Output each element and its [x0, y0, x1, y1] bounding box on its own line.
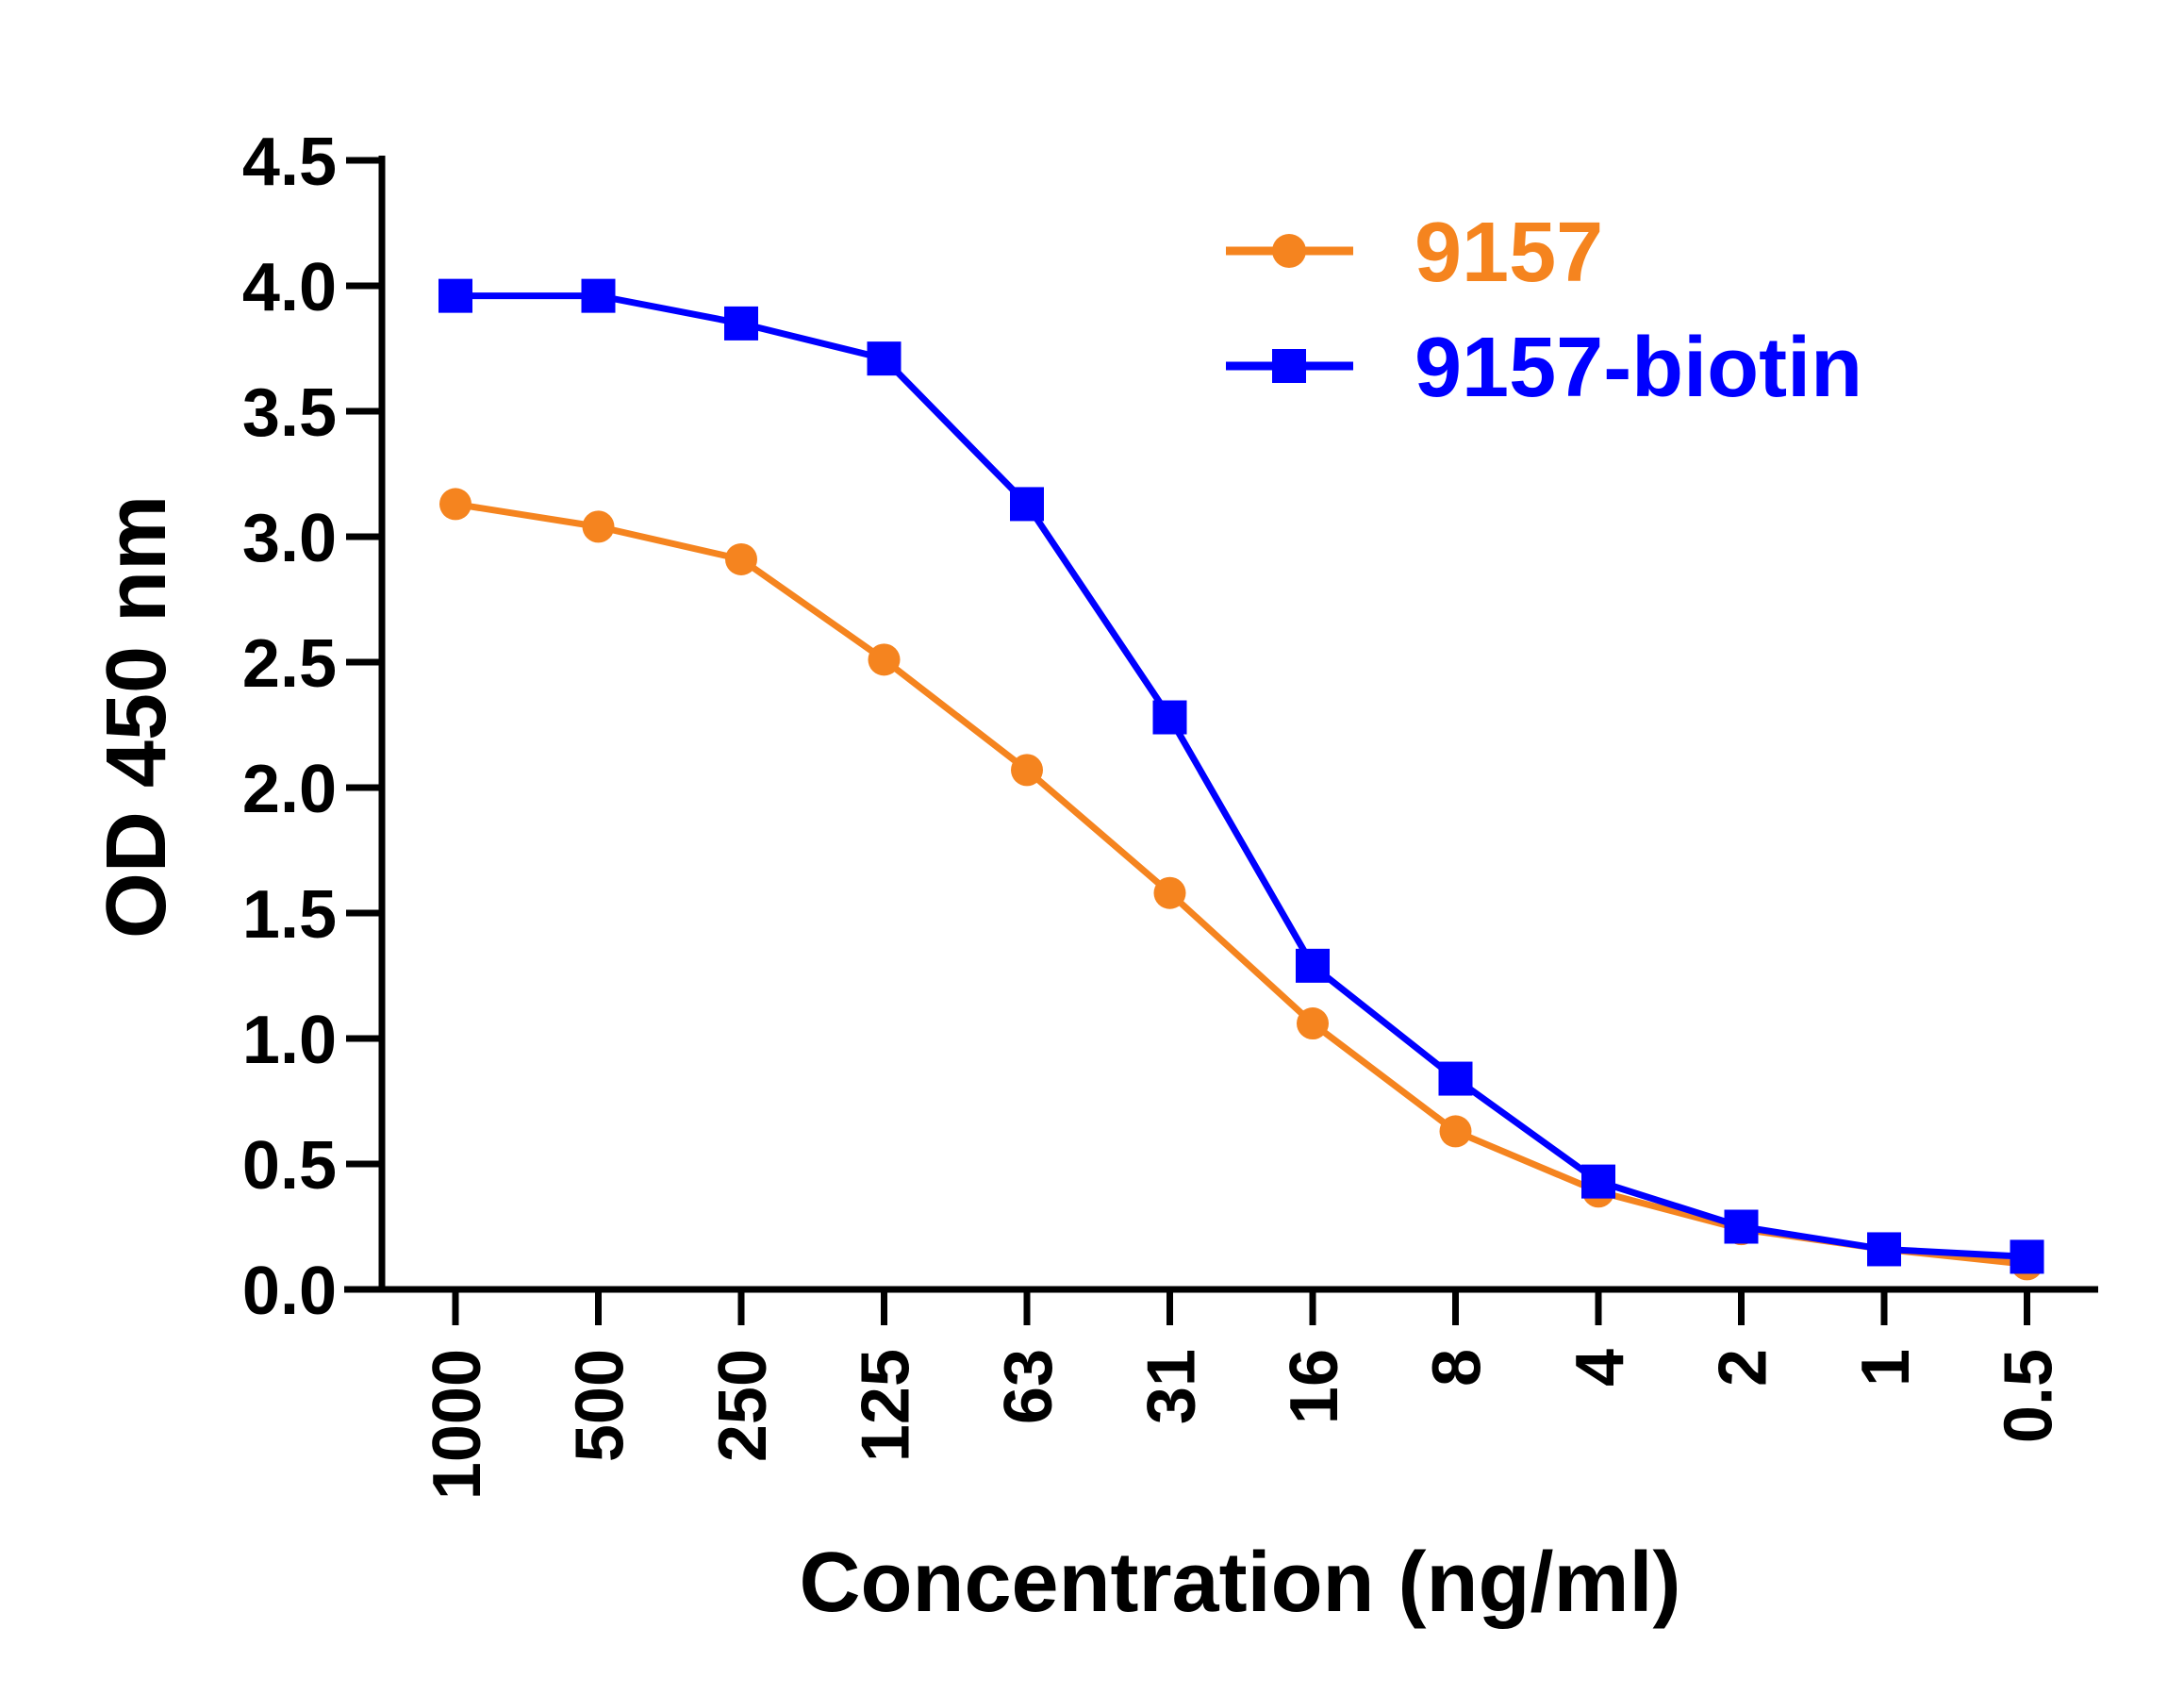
- series-line: [455, 500, 2027, 1268]
- data-point: [1010, 487, 1044, 522]
- y-tick-label: 2.0: [242, 752, 337, 827]
- legend-item-9157-biotin: 9157-biotin: [1226, 321, 1862, 415]
- y-tick-label: 0.5: [242, 1128, 337, 1204]
- x-tick-label: 1000: [420, 1349, 495, 1500]
- data-point: [1439, 1115, 1472, 1148]
- y-axis-title: OD 450 nm: [90, 495, 184, 939]
- x-tick-label: 500: [563, 1349, 638, 1462]
- x-tick-label: 1: [1848, 1349, 1924, 1387]
- x-tick-label: 125: [849, 1349, 924, 1462]
- y-tick-label: 3.0: [242, 501, 337, 576]
- y-tick-label: 4.5: [242, 125, 337, 200]
- series-line: [455, 292, 2027, 1260]
- data-point: [582, 510, 615, 543]
- x-tick-label: 31: [1134, 1349, 1210, 1424]
- data-point: [1011, 754, 1043, 787]
- x-tick-label: 0.5: [1992, 1349, 2067, 1443]
- y-tick-label: 4.0: [242, 250, 337, 325]
- data-point: [1153, 876, 1186, 909]
- data-point: [1724, 1209, 1759, 1244]
- y-tick-label: 2.5: [242, 626, 337, 702]
- x-tick-label: 16: [1277, 1349, 1352, 1424]
- data-point: [438, 278, 472, 313]
- data-point: [725, 542, 757, 575]
- series-layer: [438, 278, 2044, 1281]
- data-point: [439, 488, 472, 521]
- data-point: [2010, 1239, 2044, 1274]
- y-tick-label: 3.5: [242, 375, 337, 451]
- legend-marker-circle: [1272, 234, 1306, 268]
- y-tick-label: 0.0: [242, 1254, 337, 1329]
- y-tick-label: 1.0: [242, 1003, 337, 1078]
- data-point: [1867, 1232, 1901, 1267]
- data-point: [1581, 1164, 1615, 1199]
- data-point: [867, 341, 902, 376]
- legend-item-9157: 9157: [1226, 206, 1603, 300]
- legend-label: 9157: [1415, 206, 1603, 300]
- x-tick-label: 8: [1420, 1349, 1496, 1387]
- data-point: [581, 278, 616, 313]
- legend-marker-square: [1272, 349, 1306, 383]
- x-tick-label: 2: [1706, 1349, 1781, 1387]
- x-ticks: 1000 500 250 125 63 31 16 8 4 2 1 0.5: [420, 1289, 2067, 1500]
- data-point: [1297, 1007, 1329, 1040]
- data-point: [724, 306, 758, 341]
- data-point: [1438, 1061, 1473, 1096]
- series-9157-biotin: [438, 278, 2044, 1274]
- data-point: [1152, 700, 1187, 735]
- data-point: [1296, 948, 1330, 983]
- data-point: [868, 643, 901, 676]
- y-tick-label: 1.5: [242, 877, 337, 953]
- axes: [344, 156, 2098, 1293]
- x-tick-label: 63: [991, 1349, 1067, 1424]
- x-tick-label: 4: [1563, 1349, 1638, 1387]
- y-ticks: 0.0 0.5 1.0 1.5 2.0 2.5 3.0 3.5 4.0 4.5: [242, 125, 382, 1329]
- x-tick-label: 250: [705, 1349, 781, 1462]
- series-9157: [439, 488, 2043, 1281]
- legend: 9157 9157-biotin: [1226, 206, 1862, 415]
- x-axis-title: Concentration (ng/ml): [800, 1536, 1681, 1630]
- legend-label: 9157-biotin: [1415, 321, 1862, 415]
